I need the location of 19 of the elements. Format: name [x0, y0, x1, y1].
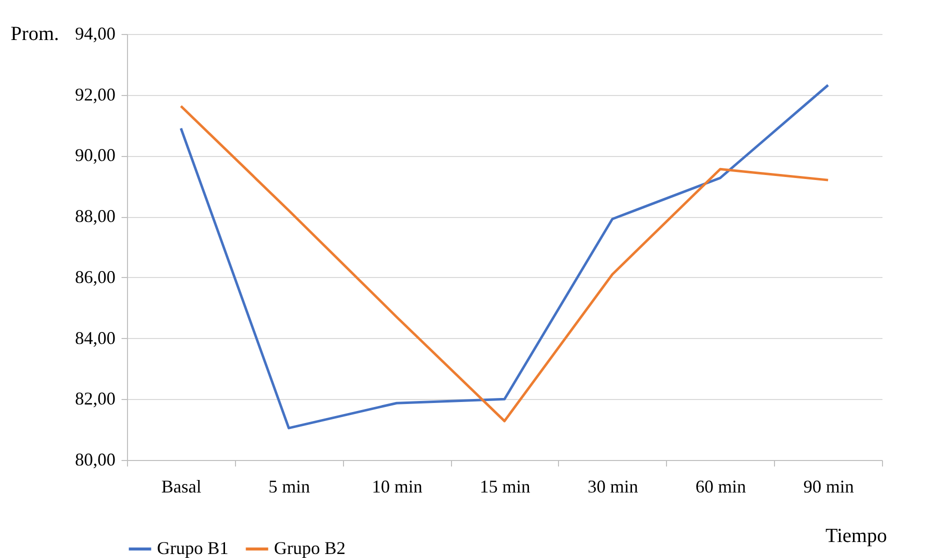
y-tick-label: 84,00 [75, 328, 116, 348]
y-tick-label: 82,00 [75, 388, 116, 409]
x-tick-label: 30 min [588, 476, 638, 496]
y-tick-label: 94,00 [75, 24, 116, 44]
y-tick-label: 86,00 [75, 266, 116, 287]
y-tick-label: 92,00 [75, 84, 116, 104]
x-tick-label: 15 min [480, 476, 530, 496]
y-tick-label: 80,00 [75, 450, 116, 470]
x-tick-label: 60 min [695, 476, 746, 496]
x-tick-label: Basal [161, 476, 202, 496]
y-tick-label: 88,00 [75, 206, 116, 226]
legend-label: Grupo B2 [274, 538, 346, 558]
x-tick-label: 5 min [268, 476, 310, 496]
x-tick-label: 90 min [803, 476, 854, 496]
y-tick-label: 90,00 [75, 145, 116, 166]
x-axis-title: Tiempo [825, 525, 887, 547]
y-axis-title: Prom. [10, 23, 59, 45]
x-tick-label: 10 min [372, 476, 422, 496]
legend-label: Grupo B1 [157, 538, 228, 558]
